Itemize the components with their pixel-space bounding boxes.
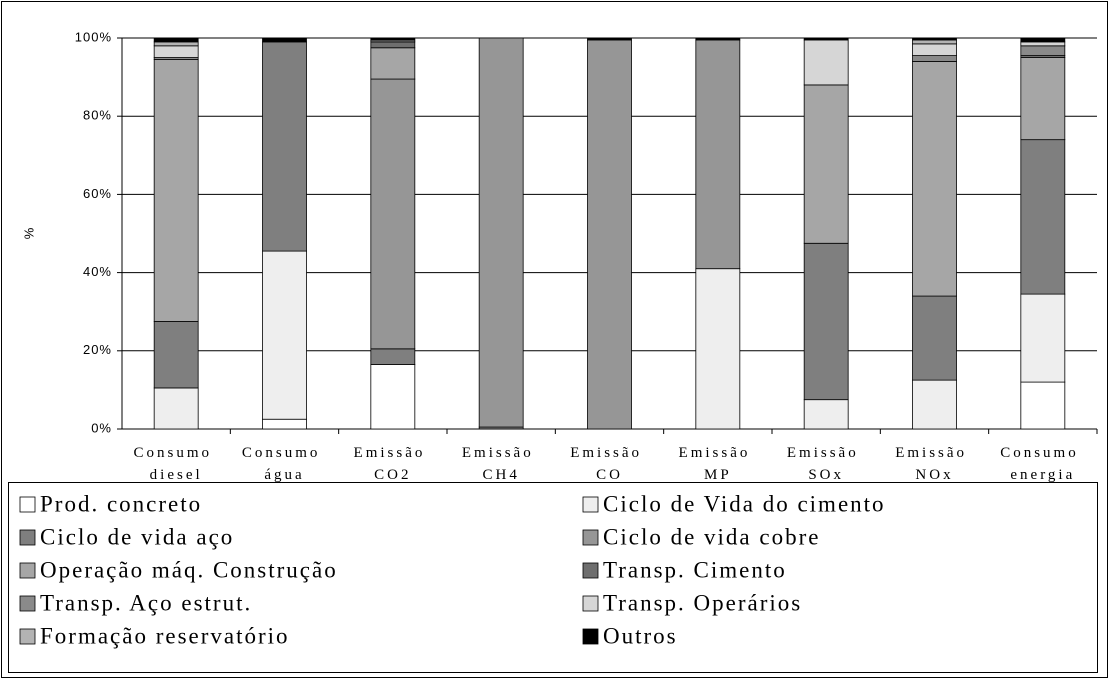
bar-segment — [262, 37, 307, 43]
y-tick-label: 40% — [83, 264, 112, 279]
x-tick-label: Emissão NOx — [895, 445, 974, 483]
legend-swatch — [19, 628, 36, 645]
bar-segment — [1020, 45, 1066, 56]
legend-swatch — [582, 496, 599, 513]
x-tick-label: Emissão MP — [679, 445, 758, 483]
x-tick-label: Consumo energia — [1000, 445, 1085, 483]
bar-segment — [1020, 41, 1066, 47]
legend-swatch — [19, 562, 36, 579]
bar-segment — [370, 37, 416, 41]
bar-segment — [912, 379, 957, 430]
legend-label: Ciclo de vida cobre — [603, 524, 820, 549]
legend-label: Ciclo de vida aço — [40, 524, 234, 549]
bar-segment — [262, 418, 307, 430]
x-tick-label: Consumo diesel — [134, 445, 219, 483]
legend-box — [8, 482, 1098, 673]
bar-segment — [912, 55, 957, 62]
legend-swatch — [582, 595, 599, 612]
bar-segment — [695, 39, 741, 270]
bar-segment — [1020, 381, 1066, 430]
legend-swatch — [582, 529, 599, 546]
legend-swatch — [19, 595, 36, 612]
y-tick-label: 80% — [83, 108, 112, 123]
bar-segment — [370, 41, 416, 49]
legend-label: Operação máq. Construção — [40, 557, 338, 582]
bar-segment — [1020, 37, 1066, 43]
y-tick-label: 100% — [75, 29, 112, 44]
legend-swatch — [582, 628, 599, 645]
bar-segment — [912, 295, 957, 381]
bar-segment — [1020, 139, 1066, 295]
x-tick-label: Emissão SOx — [787, 445, 866, 483]
legend-swatch — [19, 496, 36, 513]
bar-segment — [153, 387, 199, 430]
legend-label: Formação reservatório — [40, 623, 290, 648]
bar-segment — [587, 39, 632, 430]
bar-segment — [912, 43, 957, 56]
legend-swatch — [582, 562, 599, 579]
bar-segment — [1020, 57, 1066, 141]
bar-segment — [912, 39, 957, 45]
y-tick-label: 20% — [83, 342, 112, 357]
bar-segment — [478, 37, 524, 428]
bar-segment — [153, 37, 199, 43]
bar-segment — [153, 45, 199, 58]
legend-label: Prod. concreto — [40, 491, 202, 516]
x-tick-label: Emissão CO — [570, 445, 649, 483]
bar-segment — [803, 242, 849, 401]
bar-segment — [262, 250, 307, 420]
bar-segment — [695, 37, 741, 41]
bar-segment — [587, 37, 632, 41]
bar-segment — [803, 37, 849, 41]
bar-segment — [1020, 293, 1066, 383]
bar-segment — [370, 348, 416, 365]
legend-swatch — [19, 529, 36, 546]
legend-label: Transp. Aço estrut. — [40, 590, 252, 615]
x-tick-label: Emissão CO2 — [354, 445, 433, 483]
bar-segment — [370, 364, 416, 430]
bar-segment — [153, 41, 199, 47]
bar-segment — [803, 39, 849, 86]
bar-segment — [803, 399, 849, 430]
bar-segment — [370, 47, 416, 80]
y-axis-label: % — [21, 227, 36, 240]
legend-label: Outros — [603, 623, 678, 648]
bar-segment — [912, 61, 957, 297]
legend-label: Transp. Cimento — [603, 557, 787, 582]
bar-segment — [370, 78, 416, 350]
x-tick-label: Emissão CH4 — [462, 445, 541, 483]
y-tick-label: 0% — [91, 420, 112, 435]
bar-segment — [262, 41, 307, 252]
bar-segment — [912, 37, 957, 41]
bar-segment — [153, 321, 199, 389]
bar-segment — [695, 268, 741, 430]
legend-label: Ciclo de Vida do cimento — [603, 491, 886, 516]
y-tick-label: 60% — [83, 186, 112, 201]
x-tick-label: Consumo água — [242, 445, 327, 483]
legend-label: Transp. Operários — [603, 590, 802, 615]
bar-segment — [153, 59, 199, 322]
bar-segment — [803, 84, 849, 244]
